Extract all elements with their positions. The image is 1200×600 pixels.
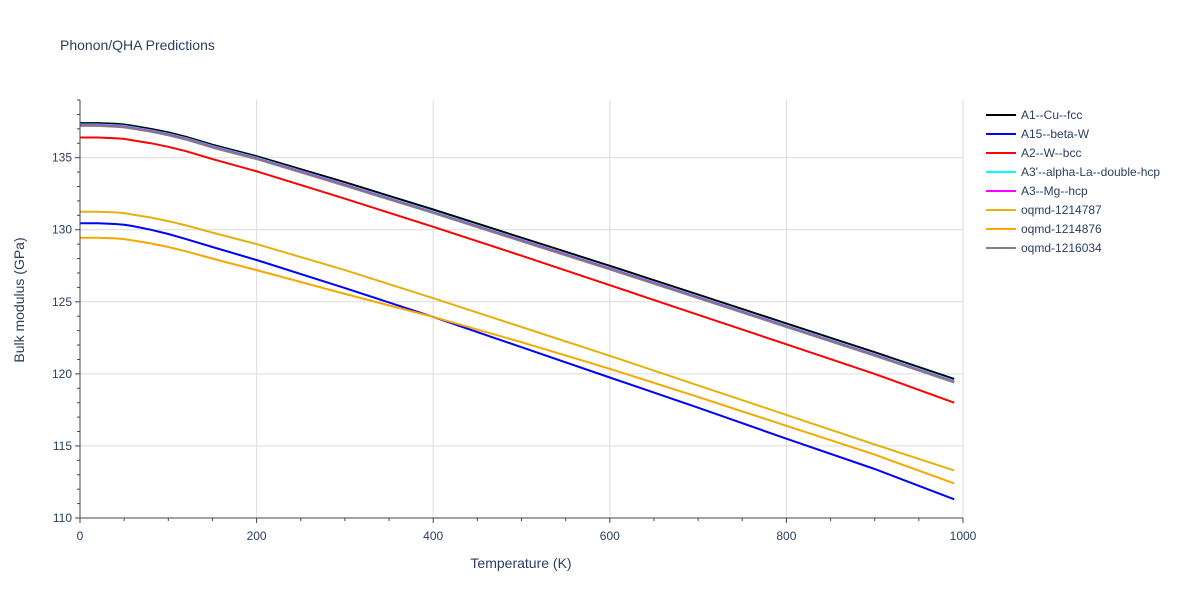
grid-lines — [80, 100, 964, 519]
series-line-oqmd-1216034 — [80, 124, 955, 384]
x-tick-label: 1000 — [950, 529, 977, 543]
y-tick-label: 135 — [52, 151, 72, 165]
legend-item[interactable]: oqmd-1216034 — [986, 241, 1102, 255]
legend-label: A1--Cu--fcc — [1021, 108, 1082, 122]
legend-item[interactable]: oqmd-1214787 — [986, 203, 1102, 217]
legend-label: A15--beta-W — [1021, 127, 1090, 141]
y-tick-label: 110 — [53, 511, 72, 525]
series-line-oqmd-1214787 — [80, 210, 955, 472]
legend[interactable]: A1--Cu--fcc A15--beta-W A2--W--bcc A3'--alp… — [986, 108, 1160, 255]
y-tick-label: 115 — [53, 439, 72, 453]
y-tick-label: 130 — [52, 223, 72, 237]
legend-item[interactable]: A3--Mg--hcp — [986, 184, 1088, 198]
x-tick-label: 0 — [77, 529, 84, 543]
x-tick-labels: 0 200 400 600 800 1000 — [77, 529, 977, 543]
x-tick-label: 200 — [247, 529, 267, 543]
legend-label: oqmd-1216034 — [1021, 241, 1102, 255]
series-line-a2-w-bcc — [80, 136, 955, 404]
legend-label: A2--W--bcc — [1021, 146, 1081, 160]
series-line-a3-alpha-la-double-hcp — [80, 123, 955, 383]
x-tick-label: 400 — [423, 529, 443, 543]
legend-label: A3--Mg--hcp — [1021, 184, 1088, 198]
legend-item[interactable]: A15--beta-W — [986, 127, 1090, 141]
y-tick-labels: 110 115 120 125 130 135 — [52, 151, 72, 525]
x-tick-label: 600 — [600, 529, 620, 543]
legend-item[interactable]: A3'--alpha-La--double-hcp — [986, 165, 1160, 179]
y-tick-label: 125 — [52, 295, 72, 309]
y-tick-label: 120 — [52, 367, 72, 381]
series-line-a1-cu-fcc — [80, 122, 955, 380]
legend-label: A3'--alpha-La--double-hcp — [1021, 165, 1160, 179]
legend-item[interactable]: A2--W--bcc — [986, 146, 1081, 160]
legend-item[interactable]: oqmd-1214876 — [986, 222, 1102, 236]
x-tick-label: 800 — [776, 529, 796, 543]
series-layer — [80, 122, 955, 501]
x-axis-title: Temperature (K) — [470, 555, 571, 571]
series-line-a15-beta-w — [80, 222, 955, 501]
y-axis-title: Bulk modulus (GPa) — [11, 237, 27, 362]
chart-title: Phonon/QHA Predictions — [60, 37, 215, 53]
axes — [75, 99, 964, 523]
series-line-oqmd-1214876 — [80, 236, 955, 485]
legend-item[interactable]: A1--Cu--fcc — [986, 108, 1082, 122]
legend-label: oqmd-1214876 — [1021, 222, 1102, 236]
legend-label: oqmd-1214787 — [1021, 203, 1102, 217]
